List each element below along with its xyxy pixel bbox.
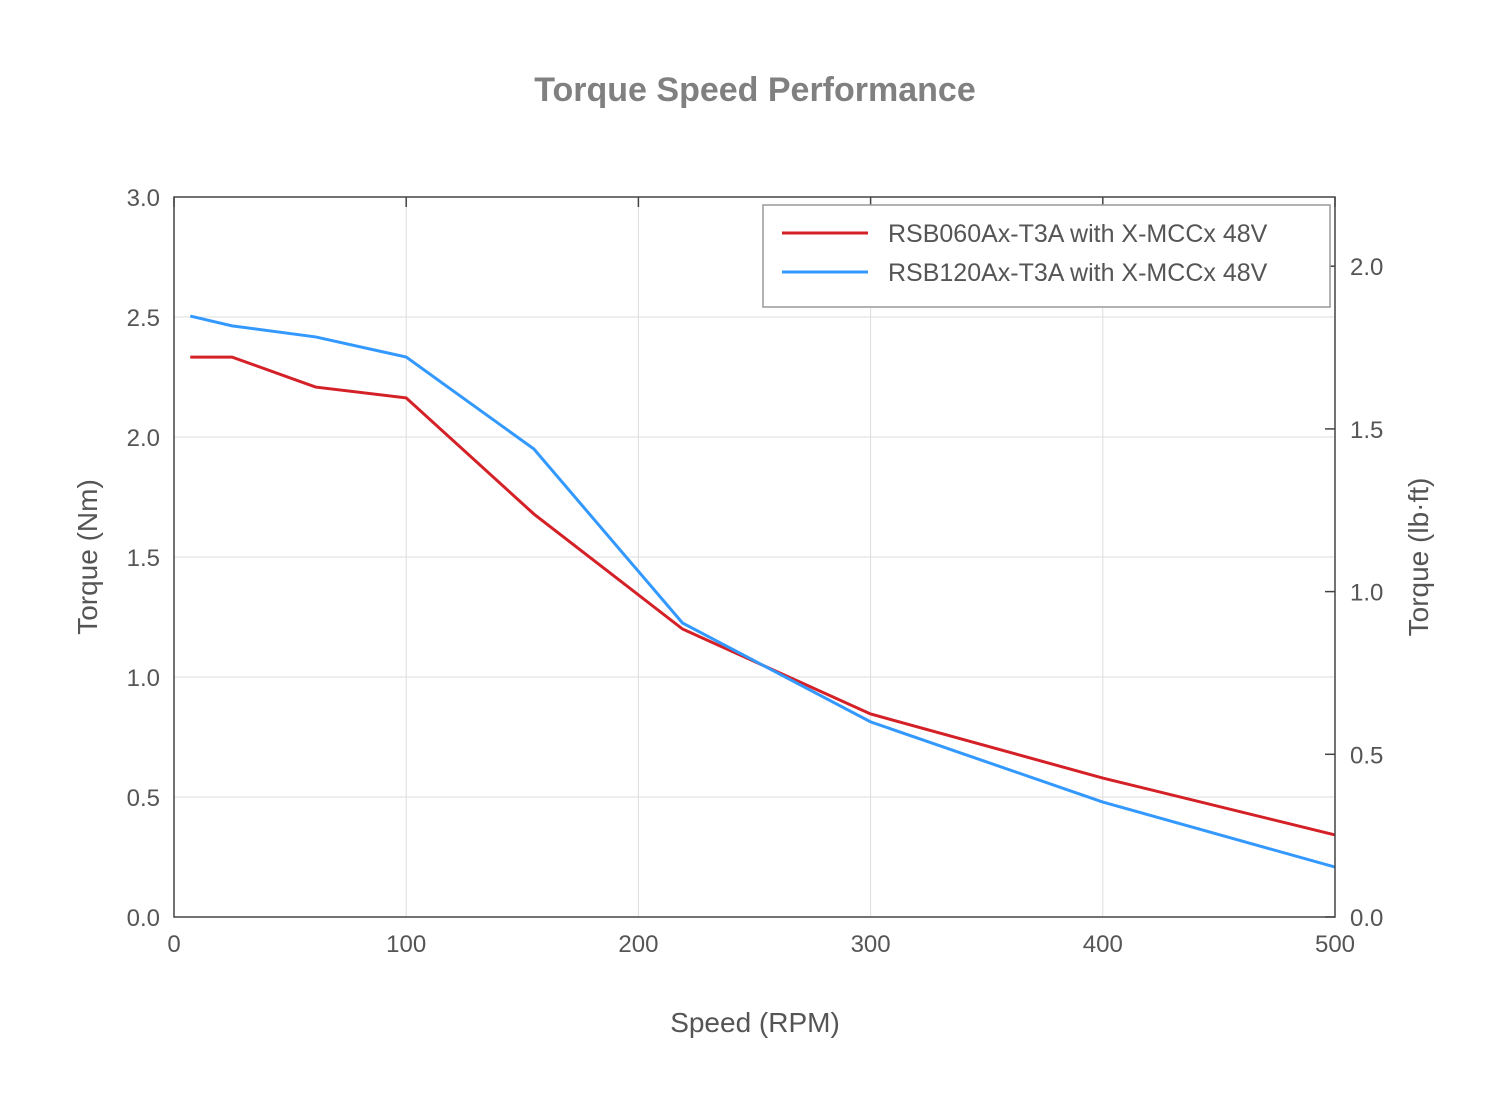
y-tick-label: 3.0 <box>127 185 160 212</box>
series-line-0 <box>190 355 1336 837</box>
legend-label-1: RSB120Ax-T3A with X-MCCx 48V <box>888 259 1268 287</box>
y-right-tick-label: 1.5 <box>1350 417 1383 444</box>
x-tick-label: 300 <box>851 931 891 958</box>
y-right-tick-label: 0.5 <box>1350 742 1383 769</box>
x-tick-label: 400 <box>1083 931 1123 958</box>
y-tick-label: 0.5 <box>127 785 160 812</box>
legend: RSB060Ax-T3A with X-MCCx 48V RSB120Ax-T3… <box>762 204 1331 308</box>
y-tick-label: 2.0 <box>127 425 160 452</box>
y-right-axis-label: Torque (lb·ft) <box>1403 478 1434 637</box>
x-tick-label: 500 <box>1315 931 1355 958</box>
y-axis-label: Torque (Nm) <box>72 479 103 635</box>
x-tick-label: 100 <box>386 931 426 958</box>
chart-title: Torque Speed Performance <box>534 71 976 109</box>
y-tick-label: 1.0 <box>127 665 160 692</box>
y-right-tick-label: 1.0 <box>1350 580 1383 607</box>
plot-frame <box>173 196 1336 918</box>
y-tick-label: 0.0 <box>127 905 160 932</box>
legend-box <box>762 204 1331 308</box>
series-line-1 <box>189 314 1336 869</box>
legend-label-0: RSB060Ax-T3A with X-MCCx 48V <box>888 220 1268 248</box>
y-tick-label: 1.5 <box>127 545 160 572</box>
y-right-tick-label: 0.0 <box>1350 905 1383 932</box>
y-tick-label: 2.5 <box>127 305 160 332</box>
x-tick-label: 0 <box>167 931 180 958</box>
x-axis-label: Speed (RPM) <box>670 1007 840 1038</box>
x-tick-label: 200 <box>618 931 658 958</box>
y-right-tick-label: 2.0 <box>1350 254 1383 281</box>
